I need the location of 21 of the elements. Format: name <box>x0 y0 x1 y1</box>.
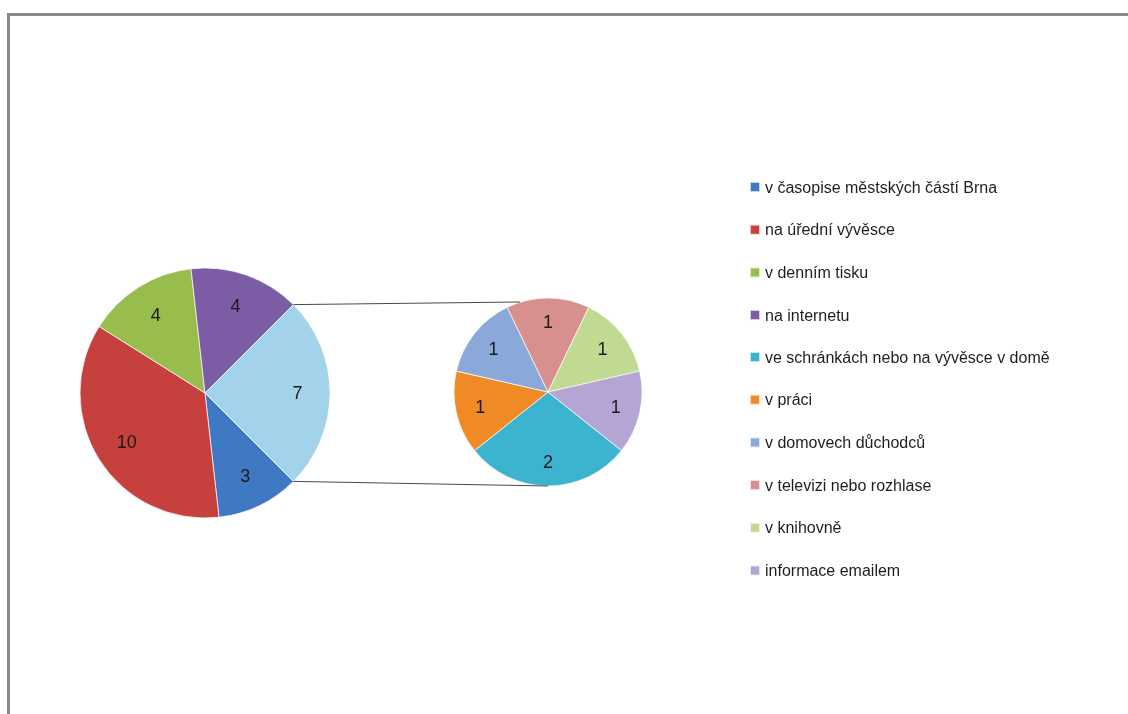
data-label: 10 <box>116 432 137 453</box>
legend-label: v domovech důchodců <box>765 433 926 451</box>
data-label: 4 <box>230 295 241 316</box>
data-label: 1 <box>597 338 608 359</box>
legend-label: v časopise městských částí Brna <box>765 178 998 196</box>
legend-label: informace emailem <box>765 562 901 579</box>
legend-label: v knihovně <box>765 519 842 537</box>
data-label: 2 <box>542 451 554 472</box>
legend-label: na úřední vývěsce <box>765 221 895 239</box>
legend-label: ve schránkách nebo na vývěsce v domě <box>765 348 1050 366</box>
data-label: 4 <box>150 304 161 325</box>
data-label: 1 <box>542 312 554 333</box>
data-label: 1 <box>488 338 499 359</box>
data-label: 7 <box>292 383 303 403</box>
legend-label: na internetu <box>765 306 850 324</box>
data-label: 1 <box>475 397 486 418</box>
legend-label: v denním tisku <box>765 263 869 281</box>
legend-label: v práci <box>765 391 813 409</box>
legend-label: v televizi nebo rozhlase <box>765 476 932 494</box>
data-label: 1 <box>610 397 621 418</box>
data-label: 3 <box>240 466 251 487</box>
